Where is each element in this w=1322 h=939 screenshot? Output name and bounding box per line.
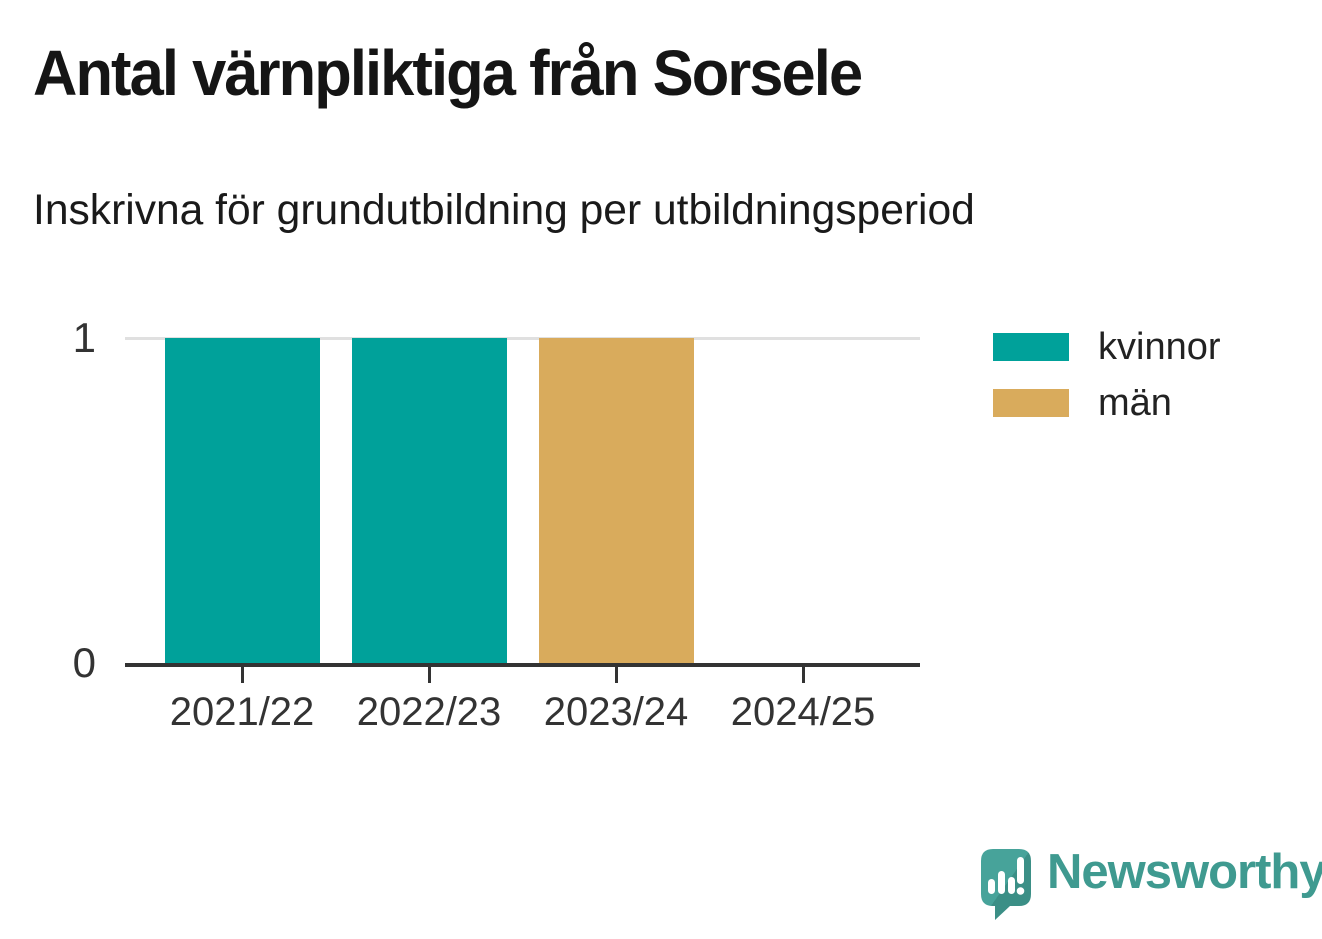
- legend-item-kvinnor: kvinnor: [993, 328, 1221, 366]
- y-label-1: 1: [72, 314, 96, 361]
- legend-swatch-män: [993, 389, 1069, 417]
- x-tick-2024/25: [801, 667, 805, 683]
- newsworthy-logo-icon: [981, 849, 1031, 920]
- x-label-2022/23: 2022/23: [356, 690, 502, 734]
- legend-label-kvinnor: kvinnor: [1098, 326, 1221, 368]
- x-tick-2021/22: [240, 667, 244, 683]
- bar-män-2023/24: [538, 338, 694, 663]
- x-label-2021/22: 2021/22: [169, 690, 315, 734]
- bar-kvinnor-2021/22: [164, 338, 320, 663]
- x-tick-2022/23: [427, 667, 431, 683]
- y-label-0: 0: [72, 639, 96, 686]
- bar-kvinnor-2022/23: [351, 338, 507, 663]
- x-label-2024/25: 2024/25: [730, 690, 876, 734]
- plot-area: [125, 337, 920, 663]
- chart-title: Antal värnpliktiga från Sorsele: [33, 37, 863, 109]
- x-tick-2023/24: [614, 667, 618, 683]
- x-label-2023/24: 2023/24: [543, 690, 689, 734]
- legend-swatch-kvinnor: [993, 333, 1069, 361]
- legend: kvinnor män: [993, 328, 1221, 445]
- legend-label-män: män: [1098, 382, 1172, 424]
- x-axis-line: [125, 663, 920, 667]
- branding-wordmark: Newsworthy: [1047, 845, 1322, 899]
- branding: Newsworthy: [980, 845, 1322, 922]
- legend-item-män: män: [993, 384, 1221, 422]
- chart-subtitle: Inskrivna för grundutbildning per utbild…: [33, 186, 975, 234]
- gridline-y1: [125, 337, 920, 340]
